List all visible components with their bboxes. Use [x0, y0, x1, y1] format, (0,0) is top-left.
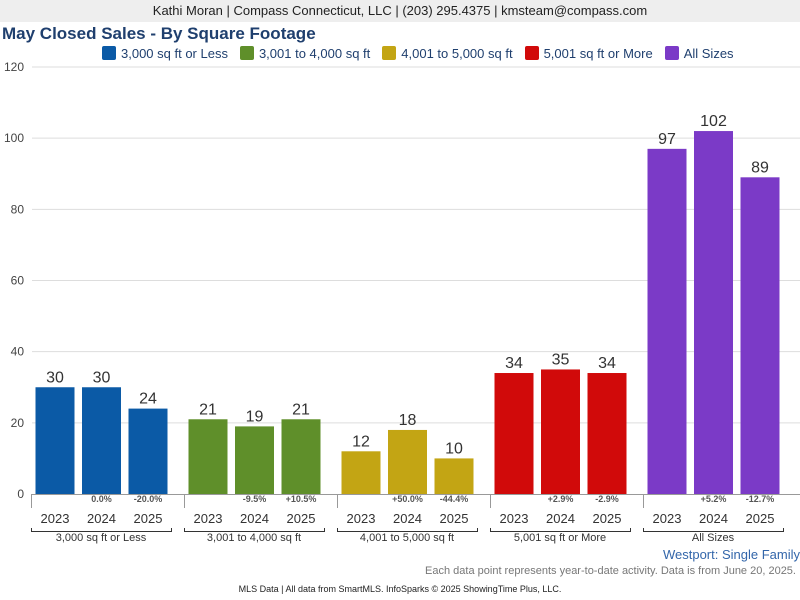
legend-label: 3,000 sq ft or Less: [121, 45, 228, 61]
legend-item[interactable]: 5,001 sq ft or More: [524, 45, 653, 61]
chart-title: May Closed Sales - By Square Footage: [2, 24, 316, 43]
change-label: -9.5%: [243, 494, 267, 504]
bar: [82, 387, 121, 494]
legend-swatch: [524, 46, 539, 60]
bar: [188, 419, 228, 494]
x-tick-label: 2023: [500, 511, 529, 526]
x-tick-label: 2025: [287, 511, 316, 526]
y-tick-label: 120: [4, 60, 24, 74]
bar-value-label: 35: [552, 351, 570, 368]
group-bracket: [337, 528, 478, 532]
bar-value-label: 18: [399, 412, 417, 429]
change-label: +50.0%: [392, 494, 423, 504]
data-source: MLS Data | All data from SmartMLS. InfoS…: [238, 584, 562, 594]
legend-swatch: [664, 46, 679, 60]
bar: [694, 131, 733, 495]
x-tick-label: 2023: [653, 511, 682, 526]
bar: [494, 373, 534, 494]
bar-value-label: 89: [751, 159, 769, 176]
group-label: 3,001 to 4,000 sq ft: [207, 532, 301, 544]
y-tick-label: 20: [11, 416, 25, 430]
bar-value-label: 10: [445, 440, 463, 457]
legend-swatch: [382, 46, 397, 60]
group-label: 3,000 sq ft or Less: [56, 532, 147, 544]
x-tick-label: 2024: [393, 511, 422, 526]
change-label: +5.2%: [701, 494, 727, 504]
group-label: 5,001 sq ft or More: [514, 532, 606, 544]
bar: [587, 373, 627, 494]
bar: [388, 429, 427, 494]
change-label: -20.0%: [134, 494, 163, 504]
bar: [740, 177, 780, 494]
x-tick-label: 2025: [593, 511, 622, 526]
x-tick-label: 2024: [546, 511, 575, 526]
change-label: +2.9%: [548, 494, 574, 504]
x-tick-label: 2023: [41, 511, 70, 526]
x-tick-label: 2025: [134, 511, 163, 526]
chart-legend: 3,000 sq ft or Less 3,001 to 4,000 sq ft 4…: [102, 45, 746, 61]
bar-value-label: 24: [139, 391, 157, 408]
y-tick-label: 100: [4, 131, 24, 145]
y-tick-label: 80: [11, 202, 25, 216]
legend-item[interactable]: All Sizes: [664, 45, 734, 61]
bar-value-label: 30: [46, 369, 64, 386]
bar: [434, 458, 474, 494]
change-label: 0.0%: [91, 494, 112, 504]
group-bracket: [490, 528, 631, 532]
group-label: All Sizes: [692, 532, 735, 544]
bar-value-label: 30: [93, 369, 111, 386]
x-tick-label: 2024: [87, 511, 116, 526]
legend-label: 4,001 to 5,000 sq ft: [401, 45, 513, 61]
legend-item[interactable]: 4,001 to 5,000 sq ft: [382, 45, 513, 61]
y-tick-label: 0: [17, 487, 24, 501]
x-tick-label: 2025: [440, 511, 469, 526]
bar: [341, 451, 381, 494]
group-bracket: [31, 528, 172, 532]
group-bracket: [184, 528, 325, 532]
bar: [235, 426, 274, 494]
legend-label: 5,001 sq ft or More: [543, 45, 653, 61]
legend-item[interactable]: 3,000 sq ft or Less: [102, 46, 228, 61]
legend-swatch: [239, 46, 254, 60]
y-tick-label: 60: [11, 274, 25, 288]
bar-value-label: 21: [199, 401, 217, 418]
bar: [35, 387, 75, 494]
x-tick-label: 2024: [699, 511, 728, 526]
bar: [647, 148, 687, 494]
x-tick-label: 2024: [240, 511, 269, 526]
x-tick-label: 2023: [347, 511, 376, 526]
agent-contact-bar: Kathi Moran | Compass Connecticut, LLC |…: [0, 0, 800, 22]
change-label: -44.4%: [440, 494, 469, 504]
x-tick-label: 2023: [194, 511, 223, 526]
bar-value-label: 102: [700, 113, 727, 130]
bar-value-label: 34: [505, 355, 523, 372]
bar-value-label: 97: [658, 131, 676, 148]
region-label: Westport: Single Family: [662, 547, 800, 562]
group-label: 4,001 to 5,000 sq ft: [360, 532, 454, 544]
y-tick-label: 40: [11, 345, 25, 359]
bar-value-label: 19: [246, 408, 264, 425]
x-tick-label: 2025: [746, 511, 775, 526]
bar-value-label: 21: [292, 401, 310, 418]
bar-value-label: 12: [352, 433, 370, 450]
change-label: -12.7%: [746, 494, 775, 504]
group-bracket: [643, 528, 784, 532]
bar: [281, 419, 321, 494]
bar: [541, 369, 580, 494]
data-note: Each data point represents year-to-date …: [425, 565, 796, 577]
change-label: -2.9%: [595, 494, 619, 504]
legend-swatch: [102, 46, 116, 60]
bar: [128, 408, 168, 494]
change-label: +10.5%: [286, 494, 317, 504]
legend-label: All Sizes: [683, 45, 734, 61]
legend-label: 3,001 to 4,000 sq ft: [258, 45, 371, 61]
bar-value-label: 34: [598, 355, 616, 372]
legend-item[interactable]: 3,001 to 4,000 sq ft: [239, 45, 371, 61]
